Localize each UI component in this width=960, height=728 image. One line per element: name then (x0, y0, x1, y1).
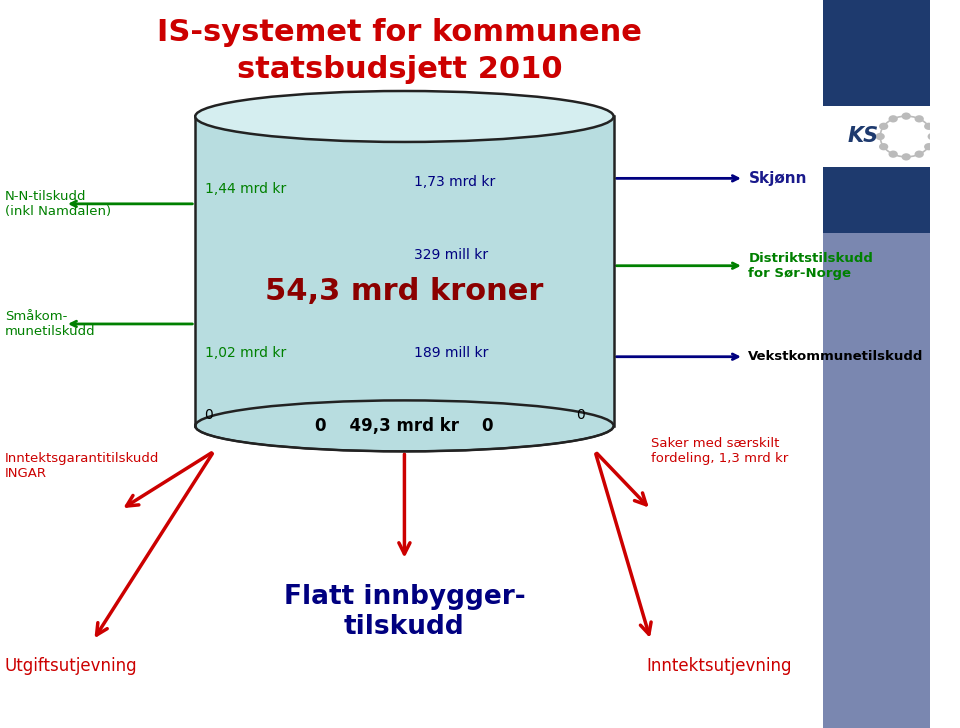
Text: Skjønn: Skjønn (749, 171, 807, 186)
Text: 54,3 mrd kroner: 54,3 mrd kroner (265, 277, 543, 306)
Circle shape (901, 154, 911, 160)
Text: 0: 0 (204, 408, 213, 422)
Text: Saker med særskilt
fordeling, 1,3 mrd kr: Saker med særskilt fordeling, 1,3 mrd kr (651, 438, 788, 465)
Text: 189 mill kr: 189 mill kr (414, 346, 488, 360)
Text: Distriktstilskudd
for Sør-Norge: Distriktstilskudd for Sør-Norge (749, 252, 874, 280)
Text: Småkom-
munetilskudd: Småkom- munetilskudd (5, 310, 95, 338)
Circle shape (924, 122, 933, 130)
Circle shape (915, 151, 924, 158)
Bar (823, 167, 929, 233)
Bar (195, 116, 613, 426)
Circle shape (927, 132, 937, 140)
Circle shape (901, 112, 911, 119)
Text: N-N-tilskudd
(inkl Namdalen): N-N-tilskudd (inkl Namdalen) (5, 190, 110, 218)
Circle shape (924, 143, 933, 150)
Ellipse shape (195, 400, 613, 451)
Circle shape (879, 122, 888, 130)
Bar (823, 0, 929, 106)
Text: Utgiftsutjevning: Utgiftsutjevning (5, 657, 137, 675)
Circle shape (889, 151, 898, 158)
Ellipse shape (195, 91, 613, 142)
Text: Inntektsutjevning: Inntektsutjevning (646, 657, 792, 675)
Circle shape (876, 132, 885, 140)
Circle shape (879, 143, 888, 150)
Bar (195, 116, 613, 426)
Text: 0: 0 (576, 408, 586, 422)
Circle shape (915, 115, 924, 122)
Text: 329 mill kr: 329 mill kr (414, 248, 488, 262)
Text: IS-systemet for kommunene: IS-systemet for kommunene (157, 18, 642, 47)
Bar (823, 233, 929, 728)
Text: 1,02 mrd kr: 1,02 mrd kr (204, 346, 286, 360)
Bar (823, 106, 929, 167)
Text: 0    49,3 mrd kr    0: 0 49,3 mrd kr 0 (315, 417, 493, 435)
Text: Vekstkommunetilskudd: Vekstkommunetilskudd (749, 350, 924, 363)
Text: 1,73 mrd kr: 1,73 mrd kr (414, 175, 495, 189)
Text: Flatt innbygger-
tilskudd: Flatt innbygger- tilskudd (283, 584, 525, 639)
Text: KS: KS (848, 127, 879, 146)
Circle shape (889, 115, 898, 122)
Text: Inntektsgarantitilskudd
INGAR: Inntektsgarantitilskudd INGAR (5, 452, 159, 480)
Text: statsbudsjett 2010: statsbudsjett 2010 (237, 55, 563, 84)
Text: 1,44 mrd kr: 1,44 mrd kr (204, 182, 286, 197)
